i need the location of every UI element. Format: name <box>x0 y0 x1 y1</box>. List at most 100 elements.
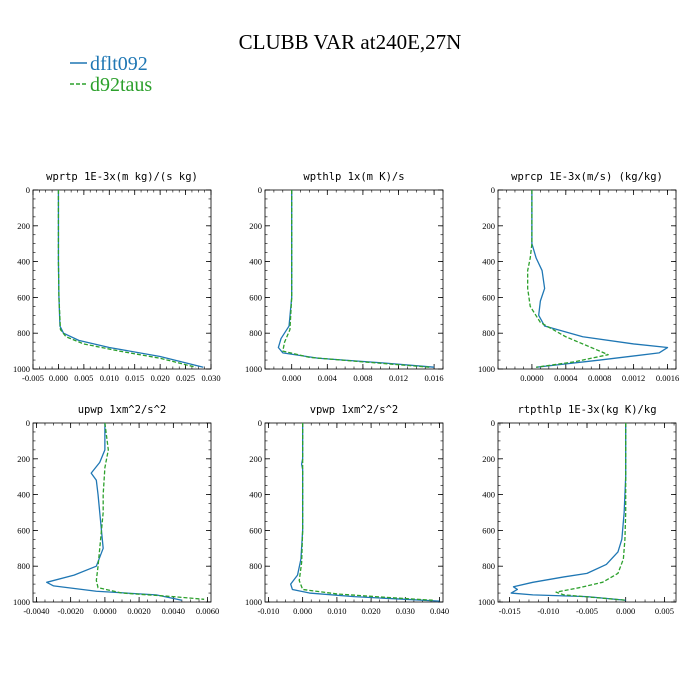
x-tick-label: 0.0012 <box>622 373 645 383</box>
y-tick-label: 0 <box>491 418 495 428</box>
panel-title: upwp 1xm^2/s^2 <box>78 404 167 416</box>
y-tick-label: 0 <box>26 418 30 428</box>
y-tick-label: 400 <box>249 257 262 267</box>
x-tick-label: -0.010 <box>257 606 279 616</box>
y-tick-label: 1000 <box>245 597 262 607</box>
y-tick-label: 0 <box>258 418 262 428</box>
y-tick-label: 1000 <box>478 597 495 607</box>
x-tick-label: 0.000 <box>49 373 68 383</box>
x-tick-label: 0.040 <box>430 606 449 616</box>
x-tick-label: -0.005 <box>576 606 598 616</box>
y-tick-label: 1000 <box>13 597 30 607</box>
x-tick-label: -0.0020 <box>58 606 84 616</box>
series-line-dflt092 <box>510 423 627 601</box>
x-tick-label: 0.025 <box>176 373 195 383</box>
y-tick-label: 0 <box>26 185 30 195</box>
y-tick-label: 0 <box>491 185 495 195</box>
plot-frame <box>497 189 677 370</box>
y-tick-label: 400 <box>17 490 30 500</box>
panel-title: rtpthlp 1E-3x(kg K)/kg <box>517 404 656 416</box>
x-tick-label: -0.010 <box>537 606 559 616</box>
panel-title: wprtp 1E-3x(m kg)/(s kg) <box>46 171 198 183</box>
legend: dflt092 d92taus <box>70 53 152 96</box>
y-tick-label: 400 <box>17 257 30 267</box>
y-tick-label: 800 <box>482 561 495 571</box>
series-line-dflt092 <box>290 423 440 602</box>
x-tick-label: 0.016 <box>425 373 444 383</box>
x-tick-label: -0.005 <box>22 373 44 383</box>
series-line-d92taus <box>527 190 609 368</box>
y-tick-label: 200 <box>482 221 495 231</box>
x-tick-label: 0.0008 <box>588 373 611 383</box>
panel-2: wpthlp 1x(m K)/s 0 200 400 600 800 1000 0.000 0.… <box>245 171 444 383</box>
x-tick-label: 0.0004 <box>554 373 578 383</box>
x-tick-label: 0.005 <box>74 373 93 383</box>
y-tick-label: 1000 <box>13 364 30 374</box>
series-line-dflt092 <box>46 423 183 601</box>
y-tick-label: 200 <box>249 454 262 464</box>
y-tick-label: 200 <box>17 454 30 464</box>
y-tick-label: 600 <box>249 525 262 535</box>
y-tick-label: 800 <box>249 328 262 338</box>
y-tick-label: 600 <box>249 292 262 302</box>
y-tick-label: 1000 <box>478 364 495 374</box>
figure-title: CLUBB VAR at240E,27N <box>239 30 462 54</box>
plot-frame <box>497 422 677 603</box>
plot-frame <box>264 422 444 603</box>
x-tick-label: 0.020 <box>362 606 381 616</box>
series-line-d92taus <box>555 423 627 601</box>
x-tick-label: 0.0000 <box>93 606 116 616</box>
series-line-dflt092 <box>531 190 669 368</box>
y-tick-label: 800 <box>249 561 262 571</box>
x-tick-label: 0.000 <box>616 606 635 616</box>
panel-4: upwp 1xm^2/s^2 0 200 400 600 800 1000-0.0040 -0… <box>13 404 219 616</box>
x-tick-label: 0.0060 <box>196 606 219 616</box>
x-tick-label: 0.012 <box>389 373 408 383</box>
panel-1: wprtp 1E-3x(m kg)/(s kg) 0 200 400 600 800 100… <box>13 171 221 383</box>
x-tick-label: 0.020 <box>151 373 170 383</box>
y-tick-label: 800 <box>17 328 30 338</box>
y-tick-label: 1000 <box>245 364 262 374</box>
legend-label-d92taus: d92taus <box>90 74 152 96</box>
panels: wprtp 1E-3x(m kg)/(s kg) 0 200 400 600 800 100… <box>13 171 679 616</box>
x-tick-label: 0.0020 <box>127 606 150 616</box>
x-tick-label: 0.000 <box>293 606 312 616</box>
y-tick-label: 400 <box>249 490 262 500</box>
x-tick-label: 0.015 <box>125 373 144 383</box>
y-tick-label: 600 <box>17 525 30 535</box>
legend-label-dflt092: dflt092 <box>90 53 148 75</box>
x-tick-label: 0.008 <box>353 373 372 383</box>
x-tick-label: -0.0040 <box>23 606 49 616</box>
x-tick-label: 0.004 <box>318 373 338 383</box>
panel-title: wprcp 1E-3x(m/s) (kg/kg) <box>511 171 663 183</box>
y-tick-label: 200 <box>482 454 495 464</box>
y-tick-label: 200 <box>17 221 30 231</box>
panel-3: wprcp 1E-3x(m/s) (kg/kg) 0 200 400 600 800 100… <box>478 171 679 383</box>
panel-6: rtpthlp 1E-3x(kg K)/kg02004006008001000-… <box>478 404 677 616</box>
x-tick-label: 0.010 <box>100 373 119 383</box>
series-line-dflt092 <box>277 190 435 368</box>
y-tick-label: 600 <box>482 292 495 302</box>
x-tick-label: -0.015 <box>499 606 521 616</box>
y-tick-label: 400 <box>482 490 495 500</box>
x-tick-label: 0.0040 <box>162 606 185 616</box>
series-line-d92taus <box>298 423 433 601</box>
y-tick-label: 600 <box>17 292 30 302</box>
panel-title: vpwp 1xm^2/s^2 <box>310 404 399 416</box>
series-line-dflt092 <box>57 190 204 368</box>
x-tick-label: 0.005 <box>655 606 674 616</box>
x-tick-label: 0.030 <box>201 373 220 383</box>
y-tick-label: 400 <box>482 257 495 267</box>
x-tick-label: 0.0016 <box>656 373 679 383</box>
y-tick-label: 800 <box>482 328 495 338</box>
plot-frame <box>32 189 212 370</box>
y-tick-label: 200 <box>249 221 262 231</box>
panel-title: wpthlp 1x(m K)/s <box>303 171 404 183</box>
panel-5: vpwp 1xm^2/s^2 0 200 400 600 800 1000-0.010 0.0… <box>245 404 449 616</box>
series-line-d92taus <box>95 422 205 600</box>
series-line-d92taus <box>57 190 196 368</box>
y-tick-label: 800 <box>17 561 30 571</box>
y-tick-label: 0 <box>258 185 262 195</box>
